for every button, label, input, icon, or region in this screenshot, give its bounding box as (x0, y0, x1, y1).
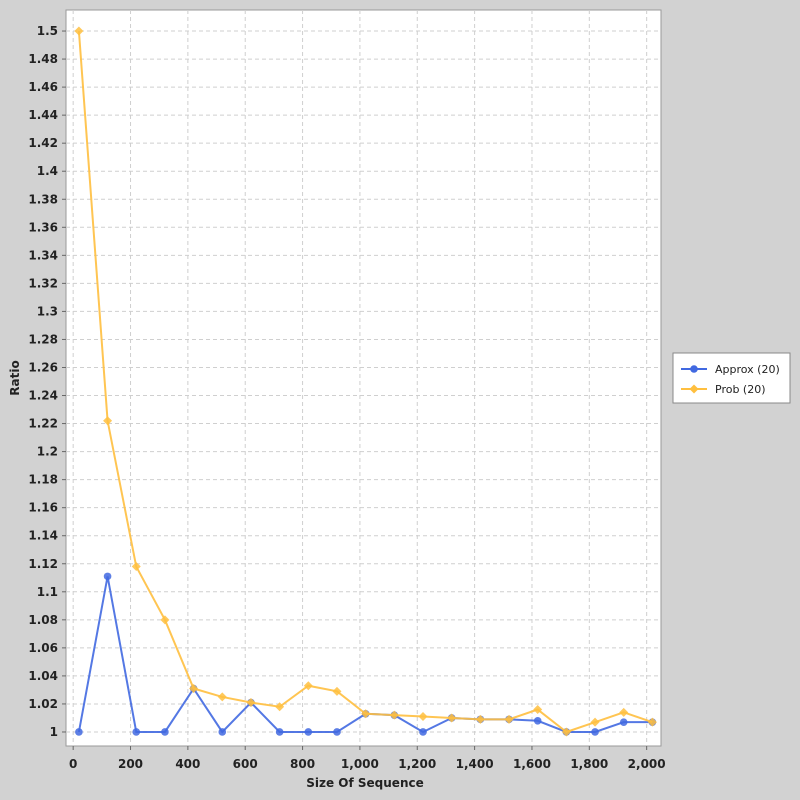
data-point (561, 727, 571, 737)
data-point (303, 681, 313, 691)
data-point (447, 713, 457, 723)
x-tick-label: 1,800 (570, 757, 608, 771)
plot-area (65, 9, 662, 747)
x-tick-label: 0 (69, 757, 77, 771)
data-point (103, 416, 113, 426)
y-tick-label: 1 (50, 725, 58, 739)
x-tick-label: 800 (290, 757, 315, 771)
y-tick-label: 1.08 (28, 613, 58, 627)
data-point (246, 698, 256, 708)
y-tick-label: 1.28 (28, 332, 58, 346)
y-tick-label: 1.2 (37, 445, 58, 459)
y-tick-label: 1.42 (28, 136, 58, 150)
legend: Approx (20) Prob (20) (672, 352, 791, 404)
data-point (389, 710, 399, 720)
data-point (304, 728, 313, 736)
data-point (75, 728, 83, 736)
data-point (590, 717, 600, 727)
y-tick-label: 1.34 (28, 248, 58, 262)
data-point (132, 728, 141, 736)
legend-marker (689, 384, 699, 394)
data-point (533, 705, 543, 715)
y-tick-label: 1.02 (28, 697, 58, 711)
y-tick-label: 1.4 (37, 164, 58, 178)
y-tick-label: 1.32 (28, 276, 58, 290)
data-point (591, 728, 599, 736)
axes: 1 1.02 1.04 1.06 1.08 1.1 1.12 1.14 1.16 1.18 1.2 1… (28, 24, 665, 771)
series-prob (74, 26, 657, 737)
y-tick-label: 1.14 (28, 529, 58, 543)
legend-items: Approx (20) Prob (20) (681, 363, 780, 396)
data-point (333, 728, 341, 736)
x-tick-label: 400 (175, 757, 200, 771)
y-tick-label: 1.06 (28, 641, 58, 655)
legend-label: Approx (20) (715, 363, 780, 376)
data-point (189, 684, 199, 694)
data-point (504, 714, 514, 724)
data-point (361, 709, 371, 719)
x-tick-label: 1,600 (513, 757, 551, 771)
y-tick-label: 1.24 (28, 389, 58, 403)
data-point (275, 728, 284, 736)
y-tick-label: 1.36 (28, 220, 58, 234)
x-tick-label: 200 (118, 757, 143, 771)
x-tick-label: 1,400 (456, 757, 494, 771)
data-point (218, 728, 227, 736)
data-point (103, 572, 112, 581)
data-point (533, 716, 542, 725)
data-point (419, 728, 427, 736)
data-point (332, 686, 342, 696)
y-tick-label: 1.44 (28, 108, 58, 122)
data-point (160, 615, 170, 625)
data-point (131, 562, 141, 572)
y-tick-label: 1.18 (28, 473, 58, 487)
x-tick-label: 2,000 (628, 757, 666, 771)
data-point (161, 728, 169, 736)
y-tick-label: 1.38 (28, 192, 58, 206)
y-tick-label: 1.04 (28, 669, 58, 683)
y-tick-label: 1.5 (37, 24, 58, 38)
legend-box (672, 352, 791, 404)
legend-marker (690, 365, 698, 373)
legend-label: Prob (20) (715, 383, 766, 396)
y-tick-label: 1.26 (28, 360, 58, 374)
y-tick-label: 1.1 (37, 585, 58, 599)
y-tick-label: 1.48 (28, 52, 58, 66)
series-lines (74, 26, 657, 737)
data-point (647, 717, 657, 727)
y-axis-title: Ratio (8, 360, 22, 395)
data-point (619, 707, 629, 717)
data-point (275, 702, 285, 712)
x-axis-title: Size Of Sequence (306, 776, 424, 790)
x-tick-label: 1,000 (341, 757, 379, 771)
y-tick-label: 1.46 (28, 80, 58, 94)
grid-lines (66, 10, 661, 746)
y-tick-label: 1.12 (28, 557, 58, 571)
data-point (217, 692, 227, 702)
data-point (619, 718, 628, 726)
x-tick-label: 1,200 (398, 757, 436, 771)
y-tick-label: 1.22 (28, 417, 58, 431)
data-point (418, 712, 428, 722)
data-point (74, 26, 84, 36)
data-point (475, 714, 485, 724)
x-tick-label: 600 (233, 757, 258, 771)
y-tick-label: 1.3 (37, 304, 58, 318)
y-tick-label: 1.16 (28, 501, 58, 515)
